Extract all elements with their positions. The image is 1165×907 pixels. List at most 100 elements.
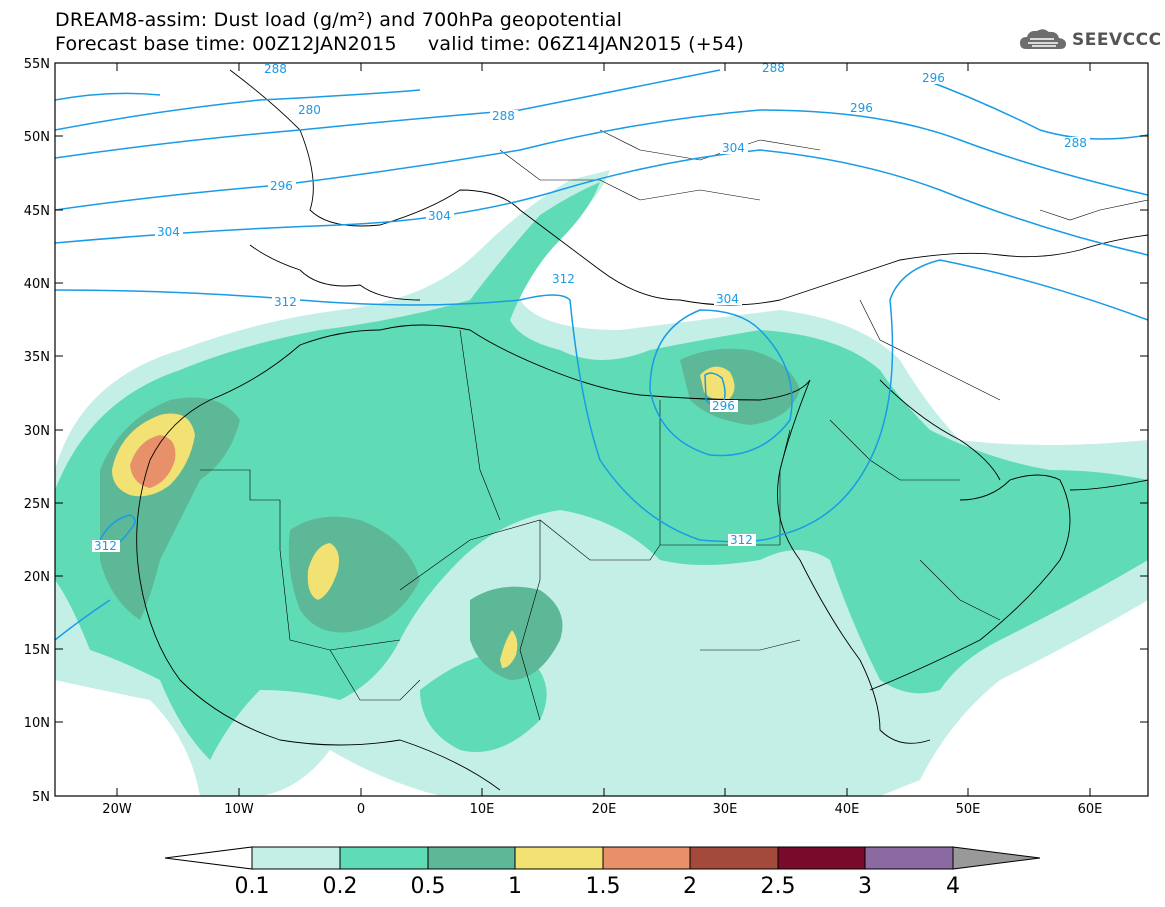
dust-load-field [55, 63, 1148, 796]
contour-line-288-east [919, 77, 1148, 140]
svg-text:288: 288 [1064, 136, 1087, 150]
colorbar-label: 0.1 [235, 874, 270, 899]
svg-text:288: 288 [762, 61, 785, 75]
colorbar-max-arrow [952, 846, 1041, 870]
lat-ticks [55, 62, 1148, 723]
lat-label: 40N [24, 277, 50, 292]
contour-line-north-arc [55, 92, 161, 101]
lat-label: 55N [24, 57, 50, 72]
colorbar-label: 2 [683, 874, 697, 899]
colorbar-swatch [340, 847, 428, 869]
contour-label-312-c: 312 [728, 533, 756, 547]
contour-label-312-b: 312 [550, 272, 578, 286]
contour-line-312-offshore [55, 599, 111, 641]
lon-label: 30E [713, 802, 738, 817]
lat-label: 25N [24, 497, 50, 512]
contour-line-280 [55, 89, 421, 131]
contour-line-312-north [55, 259, 1148, 543]
lon-ticks [116, 63, 1091, 796]
colorbar-label: 2.5 [761, 874, 796, 899]
svg-text:312: 312 [730, 533, 753, 547]
colorbar-min-arrow [164, 846, 253, 870]
lon-label: 20E [592, 802, 617, 817]
svg-text:312: 312 [274, 295, 297, 309]
lat-labels: 55N 50N 45N 40N 35N 30N 25N 20N 15N 10N … [24, 57, 50, 805]
lon-label: 10E [470, 802, 495, 817]
contour-label-288-b: 288 [490, 109, 518, 123]
dust-contour-1-chad [500, 630, 518, 668]
lon-label: 60E [1078, 802, 1103, 817]
contour-label-288-e: 296 [920, 71, 948, 85]
lat-label: 10N [24, 716, 50, 731]
map-title: DREAM8-assim: Dust load (g/m²) and 700hP… [55, 9, 623, 31]
svg-text:312: 312 [94, 539, 117, 553]
colorbar-swatch [515, 847, 603, 869]
contour-label-288-d: 288 [1062, 136, 1090, 150]
colorbar-swatch [778, 847, 865, 869]
cloud-icon [1020, 29, 1066, 49]
lon-label: 20W [102, 802, 132, 817]
svg-text:296: 296 [922, 71, 945, 85]
country-borders [200, 129, 1148, 721]
dust-contour-1.5 [130, 435, 176, 488]
colorbar-label: 0.5 [411, 874, 446, 899]
svg-text:296: 296 [850, 101, 873, 115]
dust-contour-0.5-chad [470, 586, 563, 680]
contour-label-280: 280 [296, 103, 324, 117]
colorbar: 0.1 0.2 0.5 1 1.5 2 2.5 3 4 [164, 846, 1041, 899]
lat-label: 35N [24, 350, 50, 365]
dust-contour-0.5-central [288, 516, 420, 633]
colorbar-label: 3 [858, 874, 872, 899]
svg-text:288: 288 [492, 109, 515, 123]
colorbar-swatch [690, 847, 778, 869]
logo-label: SEEVCCC [1072, 30, 1162, 50]
svg-text:304: 304 [722, 141, 745, 155]
svg-text:296: 296 [712, 399, 735, 413]
lat-label: 20N [24, 570, 50, 585]
colorbar-swatch [865, 847, 953, 869]
dust-contour-1-egypt [700, 366, 735, 401]
contour-label-296-c: 296 [710, 399, 738, 413]
contour-line-304 [55, 149, 1148, 256]
colorbar-swatch [252, 847, 340, 869]
svg-text:312: 312 [552, 272, 575, 286]
lon-labels: 20W 10W 0 10E 20E 30E 40E 50E 60E [102, 802, 1102, 817]
svg-text:280: 280 [298, 103, 321, 117]
colorbar-label: 4 [946, 874, 960, 899]
colorbar-label: 1.5 [586, 874, 621, 899]
lat-label: 15N [24, 643, 50, 658]
lon-label: 0 [357, 802, 365, 817]
lon-label: 40E [835, 802, 860, 817]
seevccc-logo: SEEVCCC [1018, 25, 1162, 55]
contour-labels: 288 280 288 296 288 304 296 288 304 296 … [92, 61, 1090, 553]
map-subtitle: Forecast base time: 00Z12JAN2015 valid t… [55, 33, 745, 55]
contour-label-312-a: 312 [272, 295, 300, 309]
contour-label-304-b: 304 [426, 209, 454, 223]
lat-label: 50N [24, 130, 50, 145]
contour-label-296-a: 296 [268, 179, 296, 193]
contour-label-288-a: 288 [262, 62, 290, 76]
lon-label: 10W [224, 802, 254, 817]
contour-label-304-d: 304 [714, 292, 742, 306]
svg-text:304: 304 [428, 209, 451, 223]
contour-line-296 [55, 109, 1148, 211]
contour-label-304-a: 304 [155, 225, 183, 239]
svg-text:304: 304 [716, 292, 739, 306]
contour-label-296-b: 296 [848, 101, 876, 115]
contour-label-304-c: 304 [720, 141, 748, 155]
colorbar-label: 1 [508, 874, 522, 899]
lat-label: 5N [32, 790, 50, 805]
svg-text:288: 288 [264, 62, 287, 76]
colorbar-swatch [428, 847, 515, 869]
colorbar-swatch [603, 847, 690, 869]
contour-line-304-low [649, 309, 793, 457]
lat-label: 30N [24, 424, 50, 439]
colorbar-label: 0.2 [323, 874, 358, 899]
contour-label-288-c: 288 [760, 61, 788, 75]
contour-line-288-west [55, 69, 721, 159]
svg-text:304: 304 [157, 225, 180, 239]
contour-label-312-d: 312 [92, 539, 120, 553]
lat-label: 45N [24, 204, 50, 219]
lon-label: 50E [956, 802, 981, 817]
